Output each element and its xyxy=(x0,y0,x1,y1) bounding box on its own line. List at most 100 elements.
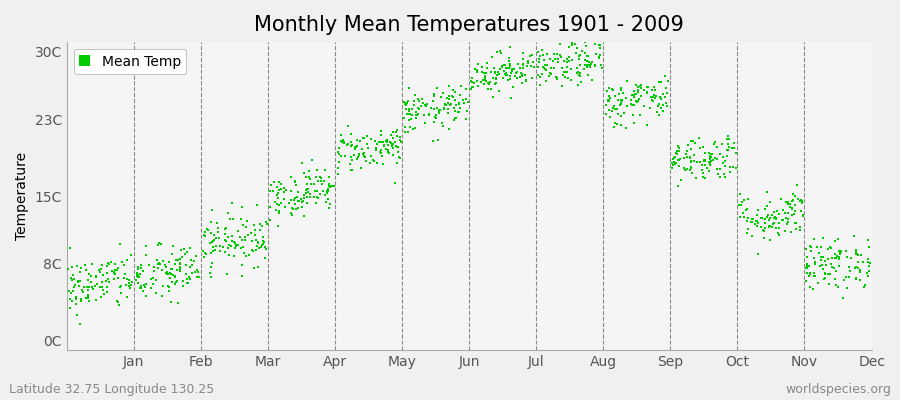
Point xyxy=(839,248,853,254)
Point xyxy=(703,154,717,160)
Point xyxy=(233,234,248,240)
Point xyxy=(253,221,267,228)
Point xyxy=(374,132,389,138)
Point xyxy=(73,321,87,327)
Point xyxy=(842,274,857,280)
Point xyxy=(89,297,104,303)
Point xyxy=(812,250,826,256)
Point xyxy=(707,154,722,161)
Point xyxy=(739,207,753,213)
Point xyxy=(624,101,638,108)
Point xyxy=(758,225,772,232)
Point xyxy=(130,273,144,280)
Point xyxy=(208,243,222,249)
Point xyxy=(615,101,629,108)
Point xyxy=(177,251,192,258)
Point xyxy=(403,111,418,117)
Point xyxy=(564,40,579,46)
Point xyxy=(726,145,741,152)
Point xyxy=(577,66,591,72)
Point xyxy=(526,59,540,65)
Point xyxy=(86,286,101,293)
Title: Monthly Mean Temperatures 1901 - 2009: Monthly Mean Temperatures 1901 - 2009 xyxy=(254,15,684,35)
Point xyxy=(817,258,832,264)
Point xyxy=(744,216,759,222)
Point xyxy=(523,53,537,59)
Point xyxy=(580,62,594,68)
Point xyxy=(397,115,411,121)
Point xyxy=(606,86,620,93)
Point xyxy=(595,65,609,72)
Point xyxy=(860,259,875,265)
Point xyxy=(807,254,822,261)
Point xyxy=(783,204,797,210)
Point xyxy=(468,65,482,72)
Point xyxy=(819,262,833,268)
Point xyxy=(422,110,436,117)
Point xyxy=(758,220,772,226)
Point xyxy=(652,112,667,118)
Point xyxy=(667,155,681,161)
Point xyxy=(503,62,517,69)
Point xyxy=(211,228,225,235)
Point xyxy=(452,109,466,115)
Point xyxy=(599,88,614,94)
Point xyxy=(631,84,645,90)
Point xyxy=(196,248,211,255)
Point xyxy=(678,167,692,173)
Text: Latitude 32.75 Longitude 130.25: Latitude 32.75 Longitude 130.25 xyxy=(9,383,214,396)
Point xyxy=(249,237,264,243)
Point xyxy=(452,100,466,106)
Point xyxy=(627,120,642,126)
Point xyxy=(123,284,138,291)
Point xyxy=(302,186,316,192)
Point xyxy=(122,280,137,286)
Point xyxy=(559,59,573,66)
Point xyxy=(392,137,407,144)
Point xyxy=(677,155,691,161)
Point xyxy=(772,225,787,232)
Point xyxy=(538,66,553,72)
Point xyxy=(713,166,727,172)
Point xyxy=(703,156,717,162)
Point xyxy=(720,147,734,154)
Point xyxy=(354,165,368,171)
Point xyxy=(68,301,83,307)
Point xyxy=(478,77,492,84)
Point xyxy=(560,63,574,70)
Point xyxy=(668,161,682,168)
Point xyxy=(203,250,218,256)
Point xyxy=(380,137,394,143)
Point xyxy=(358,154,373,160)
Point xyxy=(272,202,286,208)
Point xyxy=(113,290,128,296)
Point xyxy=(294,196,309,203)
Point xyxy=(331,158,346,165)
Point xyxy=(799,264,814,271)
Point xyxy=(673,156,688,162)
Point xyxy=(254,244,268,250)
Point xyxy=(515,72,529,79)
Point xyxy=(588,63,602,69)
Point xyxy=(310,188,324,194)
Point xyxy=(344,139,358,146)
Point xyxy=(249,246,264,253)
Point xyxy=(162,288,176,294)
Point xyxy=(130,271,144,278)
Point xyxy=(603,114,617,120)
Point xyxy=(500,77,515,84)
Point xyxy=(771,229,786,236)
Point xyxy=(271,223,285,229)
Point xyxy=(182,274,196,281)
Point xyxy=(796,212,810,219)
Point xyxy=(698,162,712,169)
Point xyxy=(788,208,802,214)
Point xyxy=(824,264,839,270)
Point xyxy=(780,210,795,216)
Point xyxy=(701,150,716,156)
Point xyxy=(289,206,303,212)
Point xyxy=(592,42,607,48)
Point xyxy=(636,86,651,93)
Point xyxy=(238,237,252,244)
Point xyxy=(571,68,585,75)
